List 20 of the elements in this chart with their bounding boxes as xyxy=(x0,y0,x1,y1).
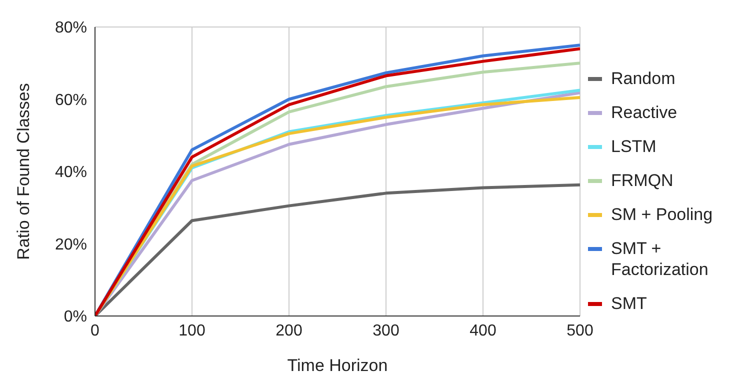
x-axis-title: Time Horizon xyxy=(287,356,388,375)
x-tick-label: 300 xyxy=(372,322,400,340)
x-tick-label: 500 xyxy=(566,322,594,340)
legend-label: FRMQN xyxy=(611,170,674,190)
x-tick-label: 400 xyxy=(470,322,496,340)
y-tick-label: 40% xyxy=(54,164,87,182)
legend-label: LSTM xyxy=(611,136,656,156)
y-tick-label: 20% xyxy=(54,236,87,254)
x-tick-label: 200 xyxy=(276,322,302,340)
legend-label: SMT + Factorization xyxy=(611,238,710,280)
x-tick-label: 0 xyxy=(90,322,100,340)
legend-label: SM + Pooling xyxy=(611,204,713,224)
x-tick-label: 100 xyxy=(178,322,206,340)
y-tick-label: 80% xyxy=(54,20,87,37)
y-tick-label: 60% xyxy=(54,92,87,109)
y-tick-label: 0% xyxy=(64,308,87,326)
y-axis-title: Ratio of Found Classes xyxy=(14,83,34,260)
legend-label: Reactive xyxy=(611,102,678,122)
legend-label: SMT xyxy=(611,292,647,314)
legend-label: Random xyxy=(611,68,676,88)
